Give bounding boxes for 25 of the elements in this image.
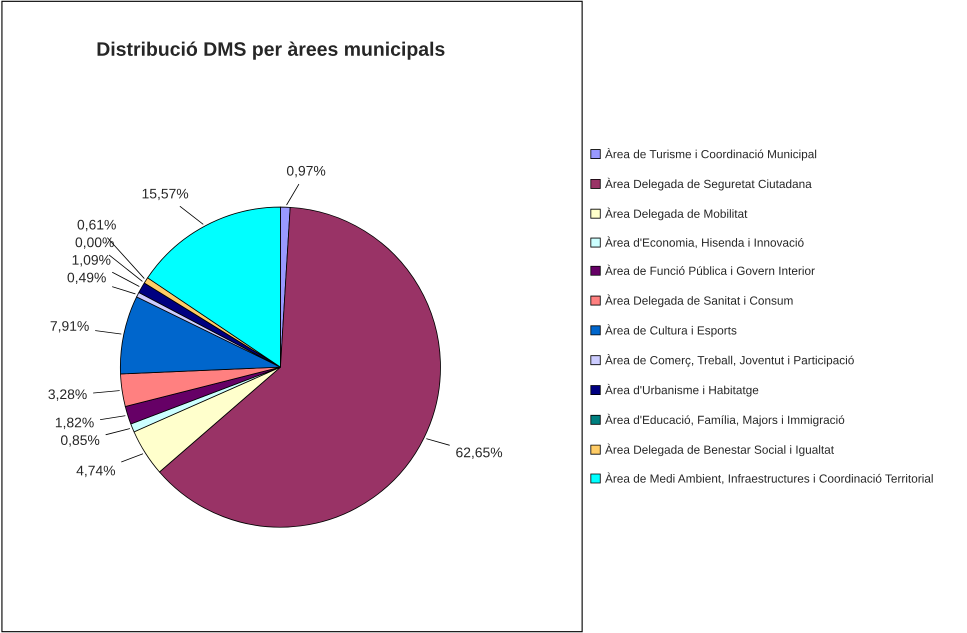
chart-title: Distribució DMS per àrees municipals <box>98 41 444 60</box>
data-label: 1,09% <box>72 254 110 266</box>
data-label: 62,65% <box>456 448 502 459</box>
legend-label: Àrea d'Economia, Hisenda i Innovació <box>605 236 804 248</box>
text: 0,00% <box>76 237 114 249</box>
data-label: 15,57% <box>142 188 188 200</box>
data-label: 0,49% <box>68 272 106 284</box>
legend-label: Àrea Delegada de Sanitat i Consum <box>605 294 793 308</box>
data-label: 0,61% <box>78 220 116 232</box>
data-label: 0,85% <box>60 435 100 447</box>
legend-label: Àrea de Comerç, Treball, Joventut i Participació <box>605 354 854 367</box>
data-label: 3,28% <box>48 389 87 401</box>
legend-label: Àrea de Cultura i Esports <box>605 324 736 337</box>
data-label: 1,82% <box>56 418 94 430</box>
legend-label: Àrea Delegada de Benestar Social i Igualtat <box>605 443 834 456</box>
data-label: 4,74% <box>76 466 116 478</box>
data-label: 0,97% <box>286 166 326 178</box>
legend-label: Àrea de Turisme i Coordinació Municipal <box>605 148 816 161</box>
data-label: 7,91% <box>50 321 89 333</box>
legend-label: Àrea de Funció Pública i Govern Interior <box>605 264 815 275</box>
legend-label: Àrea de Medi Ambient, Infraestructures i Coordinació Territorial <box>605 472 933 484</box>
legend-label: Àrea Delegada de Seguretat Ciutadana <box>605 178 812 190</box>
legend-label: Àrea d'Urbanisme i Habitatge <box>605 384 758 397</box>
legend-label: Àrea d'Educació, Família, Majors i Immigració <box>605 414 844 426</box>
legend-label: Àrea Delegada de Mobilitat <box>605 208 748 220</box>
